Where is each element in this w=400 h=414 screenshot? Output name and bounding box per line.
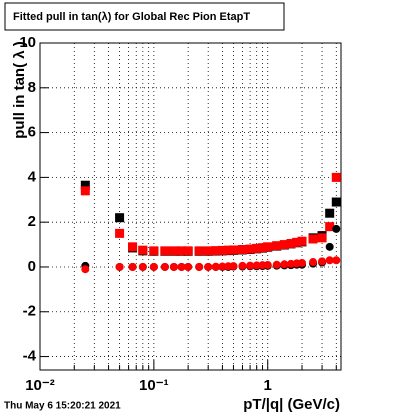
square-marker	[331, 197, 341, 207]
square-marker	[169, 246, 179, 256]
circle-marker	[81, 265, 90, 274]
circle-marker	[128, 262, 137, 271]
square-marker	[258, 243, 268, 253]
circle-marker	[229, 262, 238, 271]
y-tick-label: 4	[28, 168, 37, 185]
circle-marker	[325, 256, 334, 265]
square-marker	[80, 180, 90, 190]
circle-marker	[169, 262, 178, 271]
x-tick-label: 10⁻¹	[139, 377, 169, 394]
circle-marker	[195, 262, 204, 271]
circle-marker	[138, 262, 147, 271]
circle-marker	[238, 261, 247, 270]
circle-marker	[246, 261, 255, 270]
chart-title: Fitted pull in tan(λ) for Global Rec Pio…	[13, 11, 250, 23]
circle-marker	[218, 262, 227, 271]
circle-marker	[286, 259, 295, 268]
square-marker	[203, 246, 213, 256]
y-tick-label: 0	[28, 258, 36, 275]
square-marker	[286, 238, 296, 248]
square-marker	[272, 241, 282, 251]
y-tick-label: -2	[23, 303, 36, 320]
square-marker	[183, 246, 193, 256]
square-marker	[245, 244, 255, 254]
square-marker	[308, 234, 318, 244]
y-tick-label: 10	[19, 34, 36, 51]
circle-marker	[332, 256, 341, 265]
square-marker	[279, 240, 289, 250]
square-marker	[194, 246, 204, 256]
circle-marker	[263, 260, 272, 269]
square-marker	[317, 233, 327, 243]
square-marker	[138, 245, 148, 255]
circle-marker	[211, 262, 220, 271]
y-tick-label: 6	[28, 124, 36, 141]
square-marker	[252, 243, 262, 253]
circle-marker	[272, 260, 281, 269]
square-marker	[115, 228, 125, 238]
circle-marker	[309, 258, 318, 267]
square-marker	[211, 246, 221, 256]
square-marker	[297, 236, 307, 246]
circle-marker	[204, 262, 213, 271]
y-tick-label: -4	[23, 348, 37, 365]
y-axis-label: pull in tan( λ )	[11, 41, 28, 139]
y-tick-label: 8	[28, 79, 36, 96]
circle-marker	[149, 262, 158, 271]
square-marker	[325, 222, 335, 232]
y-tick-label: 2	[28, 213, 36, 230]
square-marker	[177, 246, 187, 256]
circle-marker	[298, 258, 307, 267]
square-marker	[325, 208, 335, 218]
square-marker	[217, 245, 227, 255]
square-marker	[80, 186, 90, 196]
circle-marker	[318, 257, 327, 266]
x-axis-label: pT/|q| (GeV/c)	[243, 396, 340, 413]
circle-marker	[280, 260, 289, 269]
square-marker	[128, 242, 138, 252]
square-marker	[292, 237, 302, 247]
circle-marker	[325, 242, 334, 251]
circle-marker	[252, 261, 261, 270]
square-marker	[228, 245, 238, 255]
circle-marker	[184, 262, 193, 271]
plot-frame	[39, 42, 342, 371]
x-tick-label: 1	[264, 377, 272, 394]
circle-marker	[160, 262, 169, 271]
circle-marker	[332, 224, 341, 233]
square-marker	[149, 246, 159, 256]
circle-marker	[115, 262, 124, 271]
square-marker	[263, 242, 273, 252]
square-marker	[331, 172, 341, 182]
x-tick-label: 10⁻²	[25, 377, 55, 394]
square-marker	[237, 245, 247, 255]
circle-marker	[177, 262, 186, 271]
title-box	[4, 2, 285, 31]
square-marker	[115, 213, 125, 223]
timestamp: Thu May 6 15:20:21 2021	[4, 401, 121, 412]
square-marker	[160, 246, 170, 256]
square-marker	[223, 245, 233, 255]
